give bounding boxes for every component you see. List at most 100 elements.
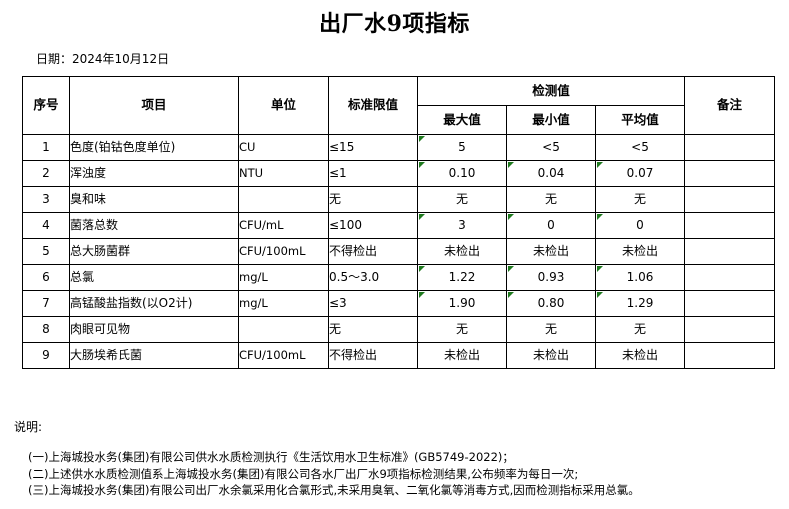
- cell-item-name: 色度(铂钴色度单位): [69, 134, 239, 161]
- cell-note: [684, 238, 775, 265]
- water-quality-table: 序号 项目 单位 标准限值 检测值 备注 最大值 最小值 平均值 1 色度(铂钴色…: [22, 76, 775, 369]
- note-line: (三)上海城投水务(集团)有限公司出厂水余氯采用化合氯形式,未采用臭氧、二氧化氯…: [28, 483, 640, 498]
- table-row: 2 浑浊度 NTU ≤1 0.10 0.04 0.07: [22, 160, 775, 187]
- cell-unit: CFU/100mL: [238, 238, 329, 265]
- cell-note: [684, 290, 775, 317]
- cell-max-value: 未检出: [417, 342, 507, 369]
- cell-item-name: 浑浊度: [69, 160, 239, 187]
- cell-standard-limit: 无: [328, 186, 418, 213]
- cell-min-value: <5: [506, 134, 596, 161]
- cell-unit: NTU: [238, 160, 329, 187]
- cell-avg-value: 未检出: [595, 342, 685, 369]
- cell-index: 6: [22, 264, 70, 291]
- cell-note: [684, 160, 775, 187]
- note-line: (一)上海城投水务(集团)有限公司供水水质检测执行《生活饮用水卫生标准》(GB5…: [28, 450, 514, 464]
- cell-index: 7: [22, 290, 70, 317]
- cell-min-value: 无: [506, 186, 596, 213]
- cell-item-name: 总大肠菌群: [69, 238, 239, 265]
- cell-standard-limit: 无: [328, 316, 418, 343]
- cell-standard-limit: ≤15: [328, 134, 418, 161]
- cell-avg-value: 0.07: [595, 160, 685, 187]
- cell-max-value: 无: [417, 186, 507, 213]
- cell-note: [684, 134, 775, 161]
- cell-standard-limit: 0.5～3.0: [328, 264, 418, 291]
- th-max-value: 最大值: [417, 105, 507, 135]
- table-header: 序号 项目 单位 标准限值 检测值 备注 最大值 最小值 平均值: [22, 76, 775, 135]
- cell-avg-value: 未检出: [595, 238, 685, 265]
- cell-item-name: 大肠埃希氏菌: [69, 342, 239, 369]
- cell-note: [684, 264, 775, 291]
- cell-max-value: 1.90: [417, 290, 507, 317]
- cell-standard-limit: ≤1: [328, 160, 418, 187]
- cell-avg-value: 1.29: [595, 290, 685, 317]
- cell-standard-limit: 不得检出: [328, 238, 418, 265]
- table-row: 6 总氯 mg/L 0.5～3.0 1.22 0.93 1.06: [22, 264, 775, 291]
- th-measured-group: 检测值: [417, 76, 685, 106]
- th-index: 序号: [22, 76, 70, 135]
- cell-unit: mg/L: [238, 290, 329, 317]
- cell-standard-limit: ≤100: [328, 212, 418, 239]
- cell-item-name: 高锰酸盐指数(以O2计): [69, 290, 239, 317]
- th-standard-limit: 标准限值: [328, 76, 418, 135]
- table-row: 7 高锰酸盐指数(以O2计) mg/L ≤3 1.90 0.80 1.29: [22, 290, 775, 317]
- cell-avg-value: 无: [595, 186, 685, 213]
- cell-unit: CFU/100mL: [238, 342, 329, 369]
- note-line: (二)上述供水水质检测值系上海城投水务(集团)有限公司各水厂出厂水9项指标检测结…: [28, 466, 579, 481]
- cell-index: 9: [22, 342, 70, 369]
- cell-note: [684, 316, 775, 343]
- th-note: 备注: [684, 76, 775, 135]
- th-unit: 单位: [238, 76, 329, 135]
- cell-unit: CU: [238, 134, 329, 161]
- cell-index: 3: [22, 186, 70, 213]
- cell-max-value: 无: [417, 316, 507, 343]
- cell-item-name: 总氯: [69, 264, 239, 291]
- header-row-top: 序号 项目 单位 标准限值 检测值 备注: [22, 76, 775, 135]
- cell-min-value: 未检出: [506, 342, 596, 369]
- cell-avg-value: 0: [595, 212, 685, 239]
- table-row: 3 臭和味无无无无: [22, 186, 775, 213]
- cell-min-value: 0: [506, 212, 596, 239]
- cell-min-value: 0.04: [506, 160, 596, 187]
- cell-unit: [238, 316, 329, 343]
- cell-max-value: 3: [417, 212, 507, 239]
- cell-avg-value: 1.06: [595, 264, 685, 291]
- cell-index: 2: [22, 160, 70, 187]
- cell-max-value: 未检出: [417, 238, 507, 265]
- notes-list: (一)上海城投水务(集团)有限公司供水水质检测执行《生活饮用水卫生标准》(GB5…: [14, 449, 784, 499]
- cell-unit: CFU/mL: [238, 212, 329, 239]
- cell-note: [684, 186, 775, 213]
- cell-max-value: 5: [417, 134, 507, 161]
- cell-avg-value: <5: [595, 134, 685, 161]
- th-item: 项目: [69, 76, 239, 135]
- cell-min-value: 0.80: [506, 290, 596, 317]
- th-avg-value: 平均值: [595, 105, 685, 135]
- cell-note: [684, 342, 775, 369]
- cell-min-value: 0.93: [506, 264, 596, 291]
- cell-min-value: 无: [506, 316, 596, 343]
- table-row: 9 大肠埃希氏菌 CFU/100mL 不得检出 未检出 未检出 未检出: [22, 342, 775, 369]
- table-row: 1 色度(铂钴色度单位) CU ≤15 5 <5 <5: [22, 134, 775, 161]
- header-row-sub: 最大值 最小值 平均值: [23, 105, 775, 135]
- cell-max-value: 1.22: [417, 264, 507, 291]
- cell-avg-value: 无: [595, 316, 685, 343]
- notes-section: 说明: (一)上海城投水务(集团)有限公司供水水质检测执行《生活饮用水卫生标准》…: [14, 418, 784, 499]
- cell-note: [684, 212, 775, 239]
- notes-title: 说明:: [14, 420, 43, 434]
- cell-min-value: 未检出: [506, 238, 596, 265]
- cell-max-value: 0.10: [417, 160, 507, 187]
- table-row: 8 肉眼可见物无无无无: [22, 316, 775, 343]
- report-date: 日期：2024年10月12日: [36, 52, 170, 66]
- cell-index: 4: [22, 212, 70, 239]
- cell-unit: mg/L: [238, 264, 329, 291]
- cell-standard-limit: ≤3: [328, 290, 418, 317]
- table-row: 5 总大肠菌群 CFU/100mL 不得检出 未检出 未检出 未检出: [22, 238, 775, 265]
- cell-index: 1: [22, 134, 70, 161]
- cell-index: 5: [22, 238, 70, 265]
- table-row: 4 菌落总数 CFU/mL ≤100 3 0 0: [22, 212, 775, 239]
- cell-item-name: 臭和味: [69, 186, 239, 213]
- cell-unit: [238, 186, 329, 213]
- cell-item-name: 菌落总数: [69, 212, 239, 239]
- cell-index: 8: [22, 316, 70, 343]
- page-title: 出厂水9项指标: [319, 11, 470, 37]
